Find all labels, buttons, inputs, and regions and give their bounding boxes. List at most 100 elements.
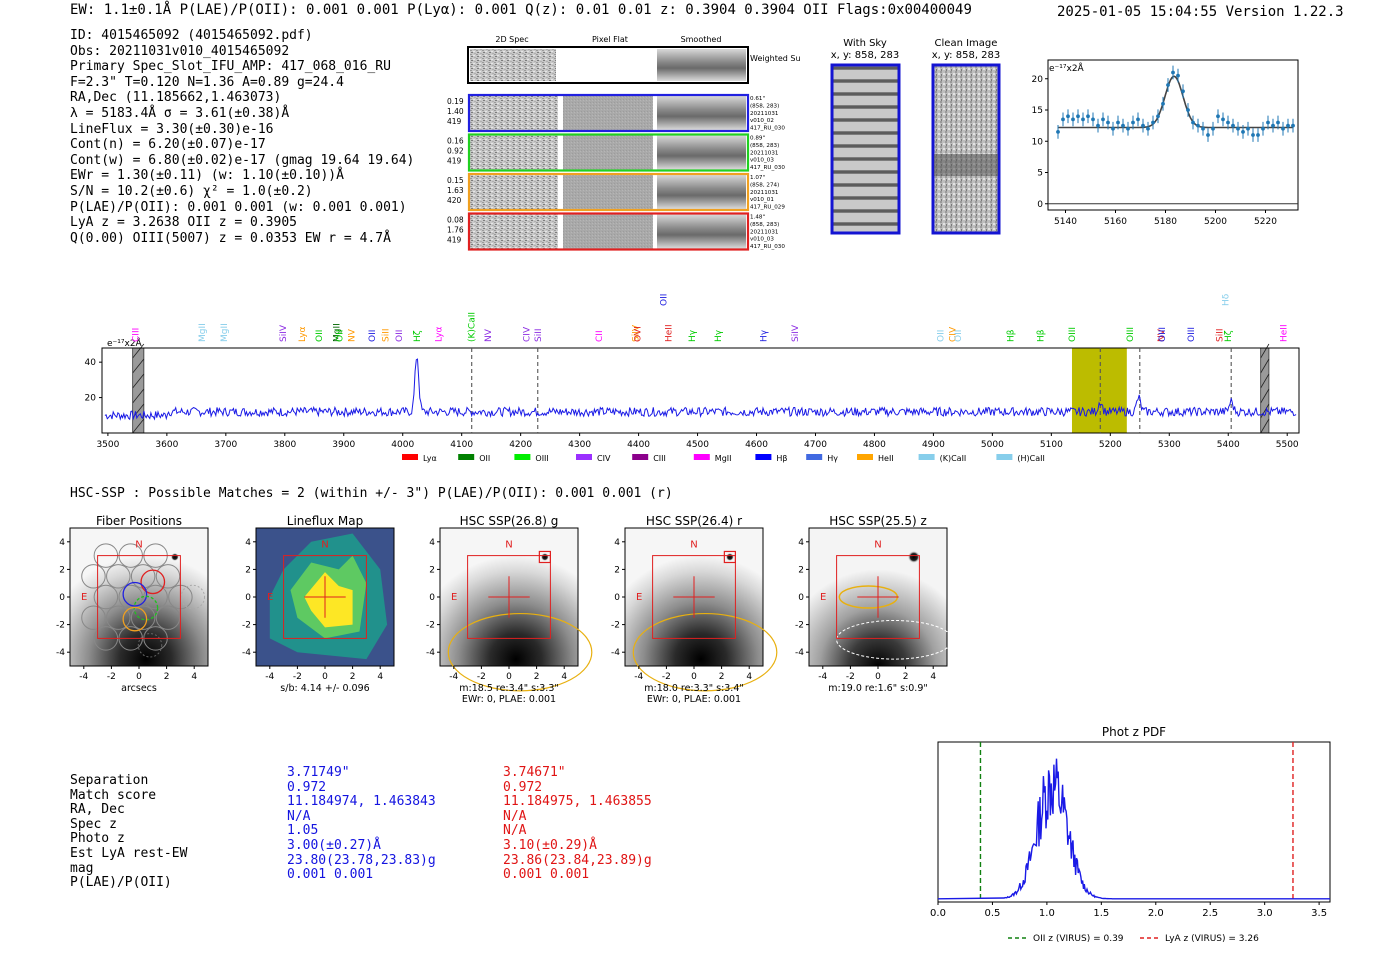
spectrum-legend-label: CIV	[597, 454, 611, 463]
spec2d-strip-flat	[563, 175, 653, 209]
zoom-unit-label: e⁻¹⁷x2Å	[1049, 62, 1085, 74]
zoom-data-point	[1201, 126, 1205, 131]
spectrum-axes-frame	[101, 347, 1300, 434]
match-a-ra-dec: 11.184974, 1.463843	[287, 794, 436, 810]
spectrum-line-label: SiIV	[279, 324, 289, 342]
photz-x-tick-label: 3.5	[1311, 908, 1327, 919]
spec2d-row-right-meta: 20211031	[750, 190, 779, 196]
match-b-photo-z: N/A	[503, 823, 527, 839]
match-b-column: 3.74671" 0.972 11.184975, 1.463855 N/A N…	[503, 765, 652, 883]
north-label: N	[690, 539, 697, 550]
clean-image-title: Clean Image	[935, 38, 998, 49]
north-label: N	[321, 539, 328, 550]
spectrum-flux-line	[104, 358, 1297, 421]
info-line: Primary Spec_Slot_IFU_AMP: 417_068_016_R…	[70, 59, 391, 75]
spec2d-row-right-meta: v010_03	[750, 158, 774, 164]
spec2d-strip-flat	[563, 135, 653, 170]
spec2d-header-pixelflat: Pixel Flat	[592, 35, 628, 44]
match-a-spec-z: N/A	[287, 808, 311, 824]
east-label: E	[81, 592, 87, 603]
fiber-circle	[130, 605, 156, 630]
zoom-data-point	[1136, 117, 1140, 122]
zoom-data-point	[1146, 126, 1150, 131]
zoom-data-point	[1291, 123, 1295, 128]
aperture-box	[97, 555, 181, 639]
spectrum-line-label: OII	[954, 330, 964, 342]
spectrum-line-label: Lyα	[298, 326, 308, 342]
spectrum-legend-label: Hγ	[827, 454, 838, 463]
spectrum-legend-label: (H)CaII	[1017, 454, 1044, 463]
info-line: Cont(w) = 6.80(±0.02)e-17 (gmag 19.64 19…	[70, 152, 415, 168]
cutout-x-tick-label: -4	[265, 672, 274, 682]
zoom-data-point	[1236, 126, 1240, 131]
aperture-box	[467, 555, 551, 639]
cutout-title: HSC SSP(26.4) r	[646, 514, 742, 528]
spectrum-hatch	[1260, 388, 1270, 404]
info-line: ID: 4015465092 (4015465092.pdf)	[70, 28, 313, 43]
zoom-data-point	[1206, 133, 1210, 137]
info-line: λ = 5183.4Å σ = 3.61(±0.38)Å	[70, 105, 290, 121]
cutout-x-tick-label: -2	[477, 672, 486, 682]
cutout-y-tick-label: 2	[798, 565, 804, 575]
spec2d-strip-2d	[470, 175, 558, 209]
spectrum-hatch	[132, 358, 145, 374]
spectrum-x-tick-label: 4700	[804, 440, 827, 450]
cutout-x-tick-label: 2	[350, 672, 356, 682]
zoom-data-point	[1056, 129, 1060, 134]
spectrum-legend-swatch	[458, 454, 475, 460]
photz-x-tick-label: 1.5	[1093, 908, 1109, 919]
cutout-y-tick-label: 0	[59, 593, 65, 603]
spectrum-x-tick-label: 3800	[273, 440, 296, 450]
cutout-y-tick-label: 0	[245, 593, 251, 603]
spectrum-legend-swatch	[996, 454, 1013, 460]
zoom-data-point	[1216, 114, 1220, 119]
zoom-x-tick-label: 5140	[1054, 217, 1077, 227]
photz-x-tick-label: 2.0	[1148, 908, 1164, 919]
spectrum-hatch	[132, 388, 145, 404]
spec2d-strip-2d	[470, 96, 558, 130]
spec2d-row-frame	[467, 212, 750, 251]
spectrum-x-tick-label: 5400	[1217, 440, 1240, 450]
spectrum-x-tick-label: 5200	[1099, 440, 1122, 450]
info-line: S/N = 10.2(±0.6) χ² = 1.0(±0.2)	[70, 183, 313, 199]
spec2d-row-right-meta: 20211031	[750, 150, 779, 156]
zoom-data-point	[1166, 83, 1170, 87]
zoom-y-tick-label: 5	[1037, 169, 1043, 179]
spectrum-line-label: OII	[315, 330, 325, 342]
photz-axes-frame	[937, 741, 1331, 903]
photz-pdf-line	[937, 758, 1330, 900]
spec2d-row-left-stat: 420	[447, 196, 462, 205]
spectrum-legend-swatch	[755, 454, 772, 460]
spectrum-x-tick-label: 3900	[332, 440, 355, 450]
info-line: Cont(n) = 6.20(±0.07)e-17	[70, 137, 266, 153]
galaxy-ellipse-secondary	[836, 619, 954, 660]
spectrum-line-label: MgII	[198, 323, 208, 342]
north-label: N	[505, 539, 512, 550]
cutout-title: HSC SSP(26.8) g	[460, 514, 559, 528]
spec2d-strip-2d	[470, 214, 558, 249]
spectrum-legend-label: (K)CaII	[940, 454, 967, 463]
spectrum-legend-label: Lyα	[423, 454, 437, 463]
spectrum-hatch	[1260, 343, 1270, 359]
spectrum-line-label: Hγ	[760, 329, 770, 342]
cutout-y-tick-label: -4	[795, 648, 804, 658]
label-separation: Separation	[70, 773, 149, 788]
spectrum-line-label: CIII	[132, 328, 142, 342]
hsc-matches-header: HSC-SSP : Possible Matches = 2 (within +…	[70, 486, 673, 501]
cutout-caption: s/b: 4.14 +/- 0.096	[280, 683, 369, 694]
clean-image	[931, 63, 1001, 235]
zoom-data-point	[1081, 117, 1085, 122]
zoom-data-point	[1221, 117, 1225, 122]
cutout-x-tick-label: 4	[561, 672, 567, 682]
spectrum-x-tick-label: 5100	[1040, 440, 1063, 450]
spec2d-header-2dspec: 2D Spec	[495, 35, 528, 44]
spectrum-hatch	[132, 373, 145, 389]
spectrum-line-label: OIII	[1158, 327, 1168, 342]
info-line: P(LAE)/P(OII): 0.001 0.001 (w: 0.001 0.0…	[70, 199, 407, 215]
match-a-mag: 23.80(23.78,23.83)g	[287, 852, 436, 868]
weighted-sum-label: Weighted Sum	[750, 54, 800, 63]
zoom-data-point	[1096, 123, 1100, 128]
cutout-caption: EWr: 0, PLAE: 0.001	[647, 694, 741, 705]
spectrum-legend-label: CIII	[653, 454, 666, 463]
east-label: E	[267, 592, 273, 603]
